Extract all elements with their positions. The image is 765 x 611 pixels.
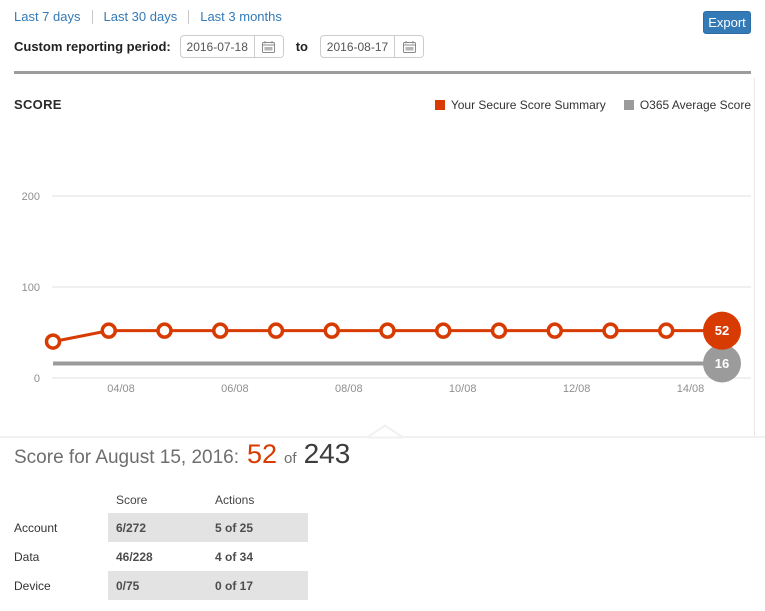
calendar-icon [402, 40, 416, 53]
time-range-link-last-30-days[interactable]: Last 30 days [103, 9, 178, 24]
row-label: Data [14, 549, 40, 564]
cell-actions: 4 of 34 [215, 549, 254, 564]
time-range-link-last-3-months[interactable]: Last 3 months [200, 9, 282, 24]
average-score-badge[interactable] [703, 344, 741, 383]
category-score-table: Score Actions Account 6/272 5 of 25 Data 46/… [14, 490, 354, 600]
legend-label: O365 Average Score [639, 98, 751, 112]
secure-score-badge-value: 52 [715, 323, 729, 338]
x-axis-tick-label: 14/08 [677, 383, 705, 395]
table-body: Account 6/272 5 of 25 Data 46/228 4 of 34 Devi… [14, 513, 354, 600]
table-row: Account 6/272 5 of 25 [14, 513, 354, 542]
x-axis-tick-label: 12/08 [563, 383, 591, 395]
cell-score: 46/228 [116, 549, 153, 564]
column-header-actions: Actions [215, 493, 255, 507]
table-header-row: Score Actions [14, 490, 354, 513]
data-point[interactable] [44, 333, 62, 350]
row-cells: 6/272 5 of 25 [108, 513, 308, 542]
selected-day-caret [367, 424, 403, 439]
cell-actions: 5 of 25 [215, 520, 254, 535]
data-point[interactable] [100, 322, 117, 339]
summary-of-label: of [284, 450, 297, 467]
section-separator [14, 71, 751, 74]
row-label: Device [14, 578, 51, 593]
data-point[interactable] [546, 322, 563, 339]
x-axis-tick-label: 06/08 [221, 383, 249, 395]
data-point[interactable] [490, 322, 508, 339]
cell-score: 0/75 [116, 578, 140, 593]
date-to-calendar-button[interactable] [394, 36, 423, 57]
x-axis-tick-label: 10/08 [449, 383, 477, 395]
y-axis-tick-label: 200 [22, 191, 40, 203]
date-from-input[interactable] [180, 36, 254, 57]
data-point[interactable] [435, 322, 452, 339]
summary-prefix: Score for August 15, 2016: [14, 447, 239, 468]
y-axis-tick-label: 100 [22, 282, 40, 294]
secure-score-badge[interactable] [703, 311, 741, 350]
average-score-badge-value: 16 [715, 356, 729, 371]
summary-total-value: 243 [303, 438, 351, 469]
cell-actions: 0 of 17 [215, 578, 254, 593]
day-score-summary: Score for August 15, 2016: 52 of 243 [14, 438, 350, 470]
data-point[interactable] [267, 322, 285, 339]
data-point[interactable] [602, 322, 619, 339]
legend-label: Your Secure Score Summary [450, 98, 606, 112]
link-separator [188, 9, 190, 24]
export-button[interactable]: Export [703, 11, 751, 34]
chart-right-border [754, 78, 755, 437]
chart-legend: Your Secure Score Summary O365 Average Sc… [434, 98, 751, 112]
link-separator [91, 9, 93, 24]
y-axis-tick-label: 0 [34, 373, 40, 385]
date-to-input[interactable] [321, 36, 394, 57]
custom-period-row: Custom reporting period: to [14, 35, 424, 58]
summary-score-value: 52 [247, 439, 278, 469]
row-cells: 46/228 4 of 34 [108, 542, 308, 571]
table-row: Data 46/228 4 of 34 [14, 542, 354, 571]
date-from-calendar-button[interactable] [253, 36, 283, 57]
time-range-links: Last 7 days Last 30 days Last 3 months [14, 9, 282, 24]
custom-period-label: Custom reporting period: [14, 39, 171, 54]
data-point[interactable] [212, 322, 229, 339]
table-row: Device 0/75 0 of 17 [14, 571, 354, 600]
column-header-score: Score [116, 493, 148, 507]
date-to-group [320, 35, 424, 58]
date-from-group [179, 35, 284, 58]
legend-item: Your Secure Score Summary [434, 98, 606, 112]
calendar-icon [262, 40, 276, 53]
legend-item: O365 Average Score [623, 98, 751, 112]
legend-swatch [434, 100, 445, 110]
cell-score: 6/272 [116, 520, 147, 535]
date-range-to-label: to [295, 39, 308, 54]
time-range-link-last-7-days[interactable]: Last 7 days [14, 9, 81, 24]
data-point[interactable] [379, 322, 396, 339]
row-label: Account [14, 520, 58, 535]
x-axis-tick-label: 04/08 [107, 383, 135, 395]
chart-section-title: SCORE [14, 97, 62, 112]
data-point[interactable] [323, 322, 340, 339]
legend-swatch [623, 100, 634, 110]
score-chart[interactable]: 0 100 200 04/08 06/08 08/08 10/08 12/08 14/08 16 5… [0, 140, 765, 402]
data-point[interactable] [658, 322, 675, 339]
data-point[interactable] [156, 322, 173, 339]
row-cells: 0/75 0 of 17 [108, 571, 308, 600]
x-axis-tick-label: 08/08 [335, 383, 363, 395]
